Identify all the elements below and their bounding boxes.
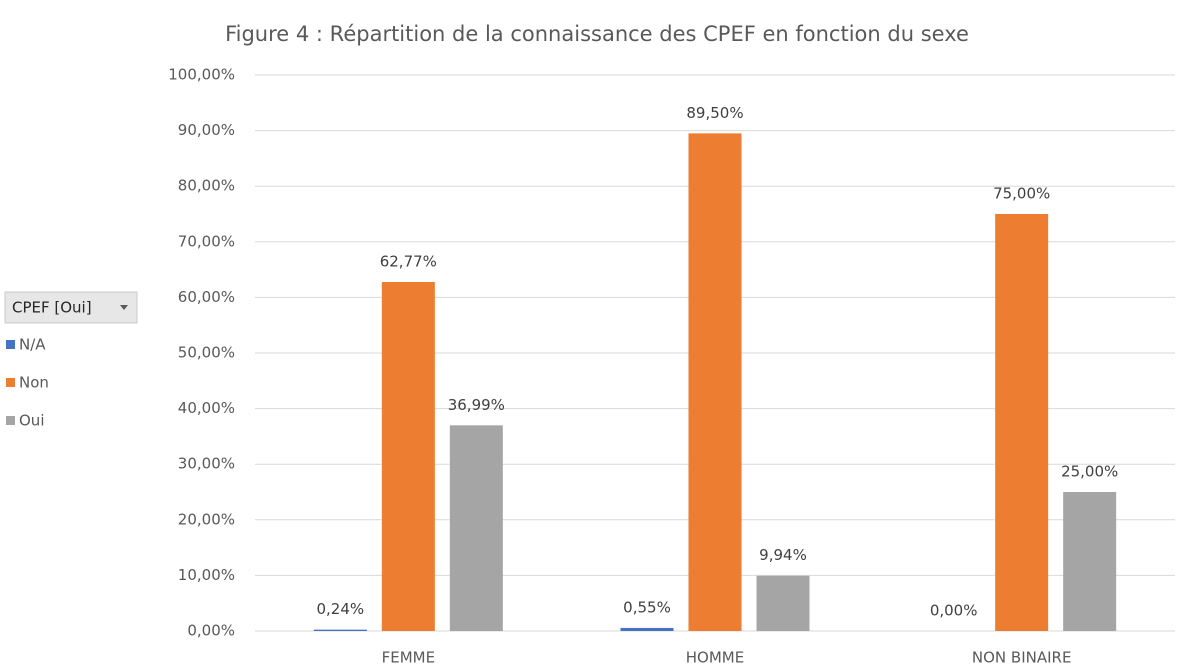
bar: [688, 133, 742, 631]
chart-title: Figure 4 : Répartition de la connaissanc…: [225, 22, 969, 46]
x-tick-label: NON BINAIRE: [972, 649, 1072, 667]
data-label: 0,55%: [623, 598, 671, 616]
y-tick-label: 50,00%: [178, 344, 235, 362]
bar: [313, 629, 367, 631]
dropdown-arrow[interactable]: [120, 305, 128, 310]
bar: [381, 281, 435, 631]
bar: [756, 575, 810, 631]
legend-label: Non: [19, 374, 49, 392]
data-label: 36,99%: [448, 396, 505, 414]
bar: [620, 627, 674, 631]
y-tick-label: 60,00%: [178, 288, 235, 306]
x-tick-label: FEMME: [382, 649, 435, 667]
legend-swatch: [6, 378, 15, 387]
y-tick-label: 20,00%: [178, 510, 235, 528]
data-label: 89,50%: [686, 104, 743, 122]
legend-swatch: [6, 340, 15, 349]
legend-title: CPEF [Oui]: [12, 299, 92, 317]
bar: [1063, 492, 1117, 631]
data-label: 9,94%: [759, 546, 807, 564]
x-tick-label: HOMME: [686, 649, 744, 667]
bar: [995, 214, 1049, 631]
y-tick-label: 40,00%: [178, 399, 235, 417]
y-tick-label: 100,00%: [168, 66, 235, 84]
data-label: 0,00%: [930, 602, 978, 620]
data-label: 75,00%: [993, 185, 1050, 203]
y-tick-label: 70,00%: [178, 232, 235, 250]
legend-filter-button[interactable]: [4, 291, 138, 324]
bar: [449, 425, 503, 631]
data-label: 0,24%: [317, 600, 365, 618]
data-label: 25,00%: [1061, 463, 1118, 481]
y-tick-label: 90,00%: [178, 121, 235, 139]
y-tick-label: 10,00%: [178, 566, 235, 584]
legend-label: N/A: [19, 336, 46, 354]
legend-swatch: [6, 416, 15, 425]
legend-label: Oui: [19, 412, 44, 430]
y-tick-label: 80,00%: [178, 177, 235, 195]
y-tick-label: 0,00%: [187, 622, 235, 640]
y-tick-label: 30,00%: [178, 455, 235, 473]
data-label: 62,77%: [380, 252, 437, 270]
